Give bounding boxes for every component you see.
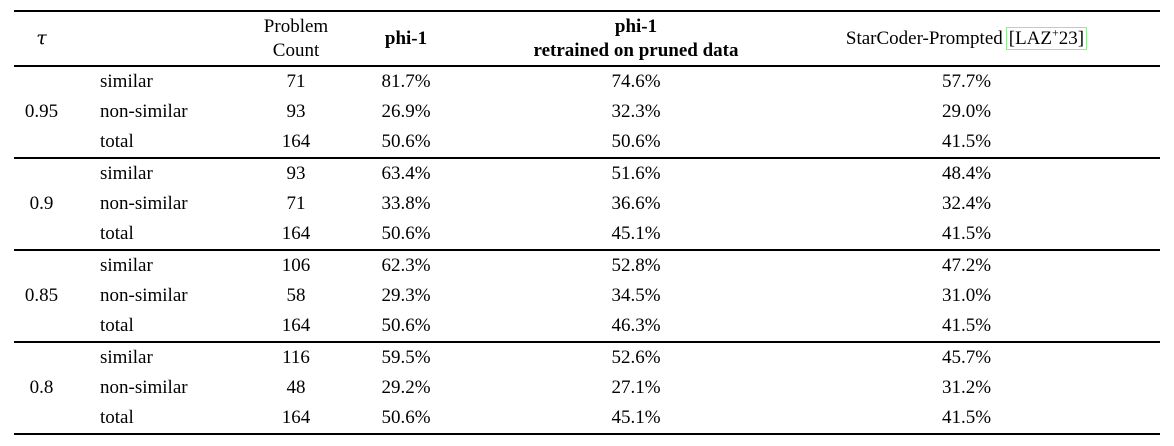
starcoder-value: 32.4%	[941, 193, 992, 215]
tau-group-0-8: 0.8 similar 116 59.5% 52.6% 45.7% non-si…	[14, 342, 1160, 435]
table-row: non-similar 71 33.8% 36.6% 32.4%	[14, 189, 1160, 219]
subset-label: total	[100, 315, 134, 337]
tau-value: 0.8	[29, 377, 54, 399]
problem-count-value: 164	[281, 407, 311, 429]
problem-count-line1: Problem	[263, 16, 329, 37]
table-row: total 164 50.6% 45.1% 41.5%	[14, 219, 1160, 250]
subset-label: total	[100, 131, 134, 153]
problem-count-value: 116	[282, 347, 310, 369]
phi1-retrained-value: 52.8%	[611, 255, 661, 277]
table-row: non-similar 58 29.3% 34.5% 31.0%	[14, 281, 1160, 311]
starcoder-value: 41.5%	[941, 131, 992, 153]
citation-link-laz23[interactable]: [LAZ+23]	[1005, 25, 1088, 50]
phi1-retrained-line2: retrained on pruned data	[533, 39, 739, 61]
table-row: 0.95 similar 71 81.7% 74.6% 57.7%	[14, 66, 1160, 122]
header-row: τ Problem Count phi-1 phi-1 retrained on…	[14, 11, 1160, 66]
col-header-problem-count: Problem Count	[244, 11, 348, 66]
table-row: non-similar 48 29.2% 27.1% 31.2%	[14, 373, 1160, 403]
subset-label: non-similar	[100, 285, 188, 307]
phi1-retrained-value: 36.6%	[611, 193, 661, 215]
tau-value: 0.85	[24, 285, 59, 307]
citation-post: 23]	[1058, 27, 1085, 49]
phi1-retrained-value: 27.1%	[611, 377, 661, 399]
subset-label: non-similar	[100, 101, 188, 123]
table-row: total 164 50.6% 45.1% 41.5%	[14, 403, 1160, 434]
phi1-value: 50.6%	[381, 315, 431, 337]
subset-label: total	[100, 223, 134, 245]
phi1-value: 59.5%	[381, 347, 431, 369]
col-header-tau: τ	[14, 11, 69, 66]
problem-count-value: 164	[281, 131, 311, 153]
phi1-value: 50.6%	[381, 131, 431, 153]
col-header-phi1: phi-1	[384, 27, 428, 49]
phi1-retrained-value: 50.6%	[611, 131, 661, 153]
phi1-value: 50.6%	[381, 407, 431, 429]
citation-pre: [LAZ	[1008, 27, 1053, 49]
problem-count-value: 71	[286, 193, 306, 215]
phi1-value: 63.4%	[381, 163, 431, 185]
phi1-retrained-value: 52.6%	[611, 347, 661, 369]
table-header: τ Problem Count phi-1 phi-1 retrained on…	[14, 11, 1160, 67]
tau-group-0-85: 0.85 similar 106 62.3% 52.8% 47.2% non-s…	[14, 250, 1160, 343]
subset-label: non-similar	[100, 193, 188, 215]
phi1-value: 62.3%	[381, 255, 431, 277]
phi1-retrained-line1: phi-1	[614, 16, 658, 37]
problem-count-line2: Count	[272, 39, 320, 61]
phi1-retrained-value: 45.1%	[611, 407, 661, 429]
col-header-phi1-retrained: phi-1 retrained on pruned data	[464, 11, 808, 66]
phi1-retrained-value: 51.6%	[611, 163, 661, 185]
table-row: 0.85 similar 106 62.3% 52.8% 47.2%	[14, 250, 1160, 306]
table-row: 0.8 similar 116 59.5% 52.6% 45.7%	[14, 342, 1160, 398]
subset-label: similar	[100, 163, 153, 185]
problem-count-value: 164	[281, 223, 311, 245]
phi1-value: 26.9%	[381, 101, 431, 123]
phi1-retrained-value: 34.5%	[611, 285, 661, 307]
subset-label: total	[100, 407, 134, 429]
starcoder-value: 29.0%	[941, 101, 992, 123]
phi1-value: 81.7%	[381, 71, 431, 93]
col-header-subset-empty	[69, 11, 244, 66]
results-table: τ Problem Count phi-1 phi-1 retrained on…	[14, 10, 1160, 435]
phi1-value: 33.8%	[381, 193, 431, 215]
subset-label: similar	[100, 255, 153, 277]
starcoder-value: 47.2%	[941, 255, 992, 277]
starcoder-label: StarCoder-Prompted	[845, 27, 1003, 49]
starcoder-value: 31.2%	[941, 377, 992, 399]
starcoder-value: 48.4%	[941, 163, 992, 185]
table-row: total 164 50.6% 50.6% 41.5%	[14, 127, 1160, 158]
problem-count-value: 106	[281, 255, 311, 277]
problem-count-value: 71	[286, 71, 306, 93]
phi1-retrained-value: 32.3%	[611, 101, 661, 123]
tau-value: 0.9	[29, 193, 54, 215]
problem-count-value: 93	[286, 163, 306, 185]
starcoder-value: 45.7%	[941, 347, 992, 369]
table-row: 0.9 similar 93 63.4% 51.6% 48.4%	[14, 158, 1160, 214]
phi1-value: 29.3%	[381, 285, 431, 307]
citation-superscript-plus: +	[1052, 25, 1059, 40]
phi1-value: 50.6%	[381, 223, 431, 245]
tau-group-0-9: 0.9 similar 93 63.4% 51.6% 48.4% non-sim…	[14, 158, 1160, 251]
table-row: non-similar 93 26.9% 32.3% 29.0%	[14, 97, 1160, 127]
subset-label: similar	[100, 71, 153, 93]
starcoder-value: 41.5%	[941, 407, 992, 429]
starcoder-value: 31.0%	[941, 285, 992, 307]
problem-count-value: 93	[286, 101, 306, 123]
starcoder-value: 41.5%	[941, 315, 992, 337]
phi1-value: 29.2%	[381, 377, 431, 399]
phi1-retrained-value: 45.1%	[611, 223, 661, 245]
problem-count-value: 48	[286, 377, 306, 399]
subset-label: non-similar	[100, 377, 188, 399]
tau-value: 0.95	[24, 101, 59, 123]
tau-symbol: τ	[36, 26, 47, 49]
col-header-starcoder: StarCoder-Prompted [LAZ+23]	[808, 11, 1160, 66]
starcoder-value: 57.7%	[941, 71, 992, 93]
phi1-retrained-value: 74.6%	[611, 71, 661, 93]
starcoder-value: 41.5%	[941, 223, 992, 245]
tau-group-0-95: 0.95 similar 71 81.7% 74.6% 57.7% non-si…	[14, 66, 1160, 159]
problem-count-value: 164	[281, 315, 311, 337]
phi1-retrained-value: 46.3%	[611, 315, 661, 337]
subset-label: similar	[100, 347, 153, 369]
problem-count-value: 58	[286, 285, 306, 307]
table-row: total 164 50.6% 46.3% 41.5%	[14, 311, 1160, 342]
